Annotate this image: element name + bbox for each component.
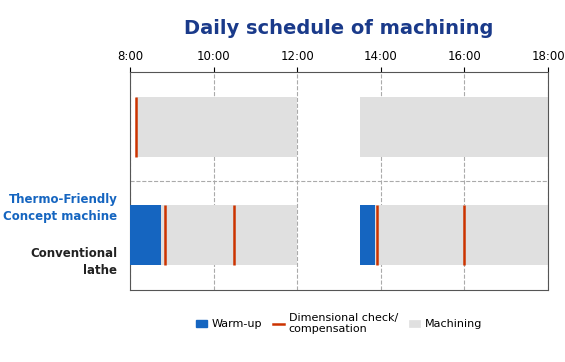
Bar xyxy=(375,206,548,265)
Bar xyxy=(130,206,162,265)
Legend: Warm-up, Dimensional check/
compensation, Machining: Warm-up, Dimensional check/ compensation… xyxy=(192,308,486,339)
Bar xyxy=(162,206,297,265)
Text: Thermo-Friendly
Concept machine: Thermo-Friendly Concept machine xyxy=(3,193,118,223)
Text: Conventional
lathe: Conventional lathe xyxy=(31,248,118,277)
Title: Daily schedule of machining: Daily schedule of machining xyxy=(184,18,494,38)
Bar xyxy=(360,97,548,156)
Bar xyxy=(136,97,297,156)
Bar xyxy=(360,206,375,265)
